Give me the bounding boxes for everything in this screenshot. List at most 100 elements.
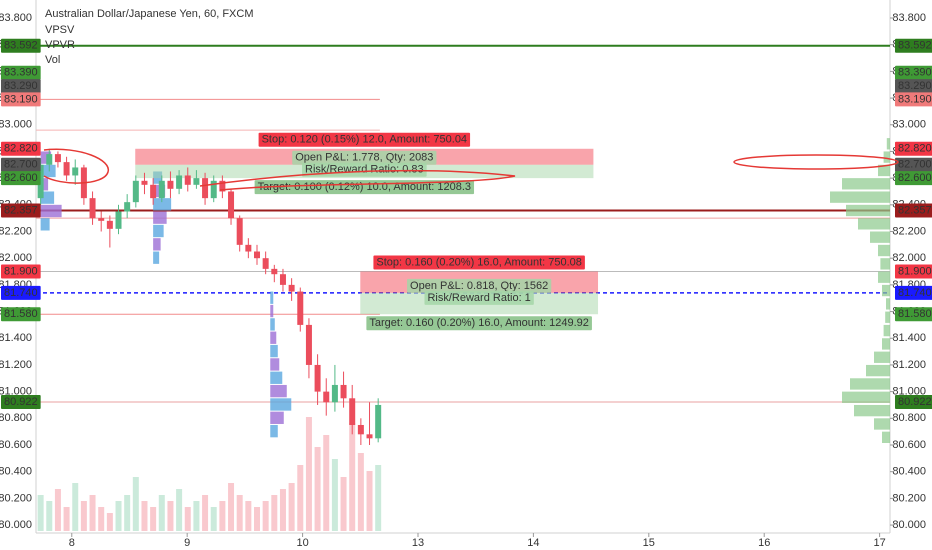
pnl-label-bg — [292, 150, 437, 165]
y-tick-label: 80.000 — [0, 519, 32, 531]
target-label: Target: 0.100 (0.12%) 10.0, Amount: 1208… — [258, 181, 471, 193]
vpvr-bar — [842, 178, 890, 190]
y-tick-label: 82.200 — [892, 225, 926, 237]
session-profile-bar — [270, 331, 277, 344]
price-badge-bg — [895, 65, 932, 80]
volume-bar — [210, 507, 217, 531]
volume-bar — [184, 507, 191, 531]
session-profile-bar — [40, 204, 62, 218]
vpvr-bar — [883, 151, 890, 163]
volume-bar — [254, 507, 261, 531]
scribble-annotation — [199, 169, 516, 191]
volume-bar — [288, 483, 295, 531]
volume-bar — [124, 495, 131, 531]
y-tick-label: 83.000 — [0, 119, 32, 131]
vpvr-bar — [878, 244, 890, 257]
price-badge-bg — [895, 203, 932, 218]
candle-body — [279, 274, 286, 285]
vpvr-bar — [858, 218, 890, 230]
x-tick-label: 10 — [296, 537, 308, 549]
candle-body — [357, 424, 364, 435]
y-tick-label: 80.200 — [0, 492, 32, 504]
candle-body — [158, 180, 165, 199]
volume-bar — [305, 417, 312, 531]
price-badge: 81.740 — [898, 287, 932, 299]
price-badge-bg — [1, 285, 41, 300]
price-badge: 83.592 — [898, 40, 932, 52]
volume-bar — [245, 501, 252, 531]
price-badge: 83.290 — [4, 80, 38, 92]
volume-bar — [141, 501, 148, 531]
vpvr-bar — [842, 391, 890, 403]
candle-body — [106, 220, 113, 229]
candle-body — [124, 202, 131, 212]
price-badge: 81.580 — [4, 308, 38, 320]
stop-label: Stop: 0.120 (0.15%) 12.0, Amount: 750.04 — [262, 134, 467, 146]
candle-body — [245, 244, 252, 252]
price-badge-bg — [1, 92, 41, 107]
price-badge: 81.740 — [4, 287, 38, 299]
price-badge: 81.580 — [898, 308, 932, 320]
vpvr-bar — [870, 231, 890, 243]
vpvr-bar — [850, 378, 890, 390]
candle-body — [176, 175, 183, 189]
price-badge-bg — [895, 157, 932, 172]
candle-body — [132, 180, 139, 203]
x-tick-label: 17 — [873, 537, 885, 549]
candle-body — [297, 291, 304, 325]
candle-body — [219, 180, 226, 192]
price-badge-bg — [895, 264, 932, 279]
y-tick-label: 81.200 — [892, 359, 926, 371]
price-badge-bg — [895, 141, 932, 156]
legend: Australian Dollar/Japanese Yen, 60, FXCM… — [45, 8, 254, 66]
stop-label-bg — [373, 255, 585, 270]
volume-bar — [54, 489, 61, 531]
y-tick-label: 83.000 — [892, 119, 926, 131]
price-badge-bg — [895, 171, 932, 186]
volume-bar — [89, 495, 96, 531]
rr-label-bg — [424, 290, 534, 305]
volume-bar — [37, 495, 44, 531]
session-profile-bar — [270, 371, 283, 384]
price-badge-bg — [895, 395, 932, 410]
candle-body — [210, 180, 217, 199]
session-profile-bar — [270, 424, 278, 438]
legend-item: Vol — [45, 54, 60, 66]
session-profile-bar — [40, 191, 55, 204]
x-tick-label: 15 — [643, 537, 655, 549]
volume-bar — [297, 465, 304, 531]
volume-bar — [271, 495, 278, 531]
y-tick-label: 80.000 — [892, 519, 926, 531]
candle-body — [228, 191, 235, 219]
price-badge-bg — [1, 65, 41, 80]
candle-body — [314, 364, 321, 392]
vpvr-bar — [880, 258, 890, 270]
target-label: Target: 0.160 (0.20%) 16.0, Amount: 1249… — [369, 317, 589, 329]
price-badge: 81.900 — [898, 265, 932, 277]
ellipse-annotation — [733, 154, 899, 170]
volume-bar — [167, 501, 174, 531]
candle-body — [72, 167, 79, 176]
price-badge-bg — [895, 92, 932, 107]
target-label-bg — [366, 316, 592, 331]
volume-bar — [63, 507, 70, 531]
legend-item: VPSV — [45, 24, 75, 36]
price-badge-bg — [1, 79, 41, 94]
volume-bar — [98, 507, 105, 531]
y-tick-label: 80.200 — [892, 492, 926, 504]
vpvr-bar — [854, 404, 890, 417]
price-badge-bg — [1, 395, 41, 410]
session-profile-bar — [270, 411, 284, 424]
target-label-bg — [254, 180, 475, 195]
volume-bar — [80, 501, 87, 531]
price-badge: 83.190 — [4, 93, 38, 105]
volume-bar — [106, 513, 113, 531]
pnl-label-bg — [407, 278, 552, 293]
candle-body — [271, 268, 278, 275]
candle-body — [98, 218, 105, 221]
volume-bar — [202, 495, 209, 531]
volume-bar — [314, 447, 321, 531]
volume-bar — [115, 501, 122, 531]
session-profile-bar — [40, 178, 49, 191]
